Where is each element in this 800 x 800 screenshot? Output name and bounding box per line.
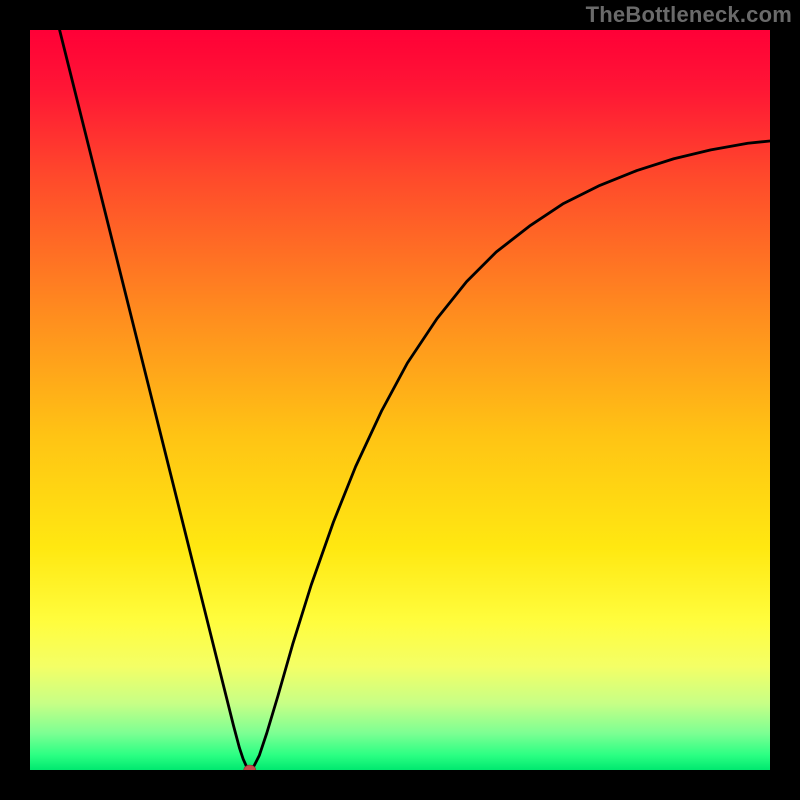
gradient-background [30,30,770,770]
plot-area [30,30,770,770]
chart-svg [30,30,770,770]
outer-frame: TheBottleneck.com [0,0,800,800]
watermark-label: TheBottleneck.com [586,2,792,28]
